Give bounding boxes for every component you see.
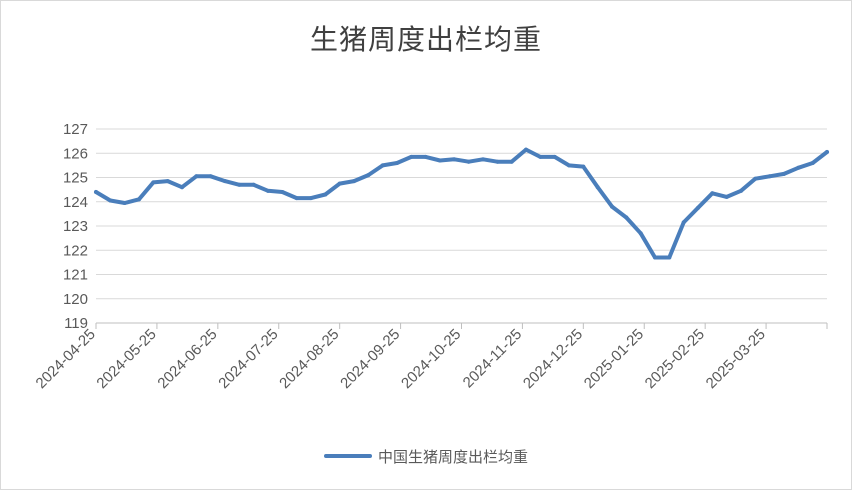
- data-point: [653, 255, 657, 260]
- y-tick-label: 120: [63, 291, 88, 308]
- data-point: [452, 157, 457, 162]
- data-point: [753, 176, 758, 181]
- data-point: [538, 154, 543, 159]
- data-point: [710, 191, 715, 196]
- series-layer: [94, 147, 829, 260]
- data-point: [552, 154, 557, 159]
- data-point: [309, 196, 313, 201]
- data-point: [323, 192, 328, 197]
- data-point: [366, 173, 371, 178]
- data-point: [137, 197, 141, 202]
- data-point: [194, 174, 199, 179]
- data-point: [151, 180, 156, 185]
- data-point: [739, 188, 743, 193]
- data-point: [352, 179, 356, 184]
- data-point: [825, 150, 829, 155]
- data-point: [380, 163, 385, 168]
- data-point: [409, 154, 414, 159]
- y-tick-label: 122: [63, 242, 88, 259]
- x-tick-label: 2024-07-25: [215, 326, 281, 392]
- data-point: [782, 171, 786, 176]
- legend-swatch: [323, 454, 372, 458]
- data-point: [581, 164, 586, 169]
- data-point: [266, 188, 270, 193]
- x-tick-label: 2024-08-25: [276, 326, 342, 392]
- x-tick-label: 2024-06-25: [154, 326, 220, 392]
- data-point: [108, 198, 113, 203]
- y-tick-label: 127: [63, 121, 88, 138]
- data-point: [524, 147, 528, 152]
- data-point: [796, 165, 801, 170]
- data-point: [481, 157, 485, 162]
- x-tick-label: 2024-09-25: [337, 326, 403, 392]
- data-point: [767, 174, 772, 179]
- data-point: [208, 174, 213, 179]
- series-line: [94, 147, 829, 260]
- y-tick-label: 119: [64, 315, 88, 332]
- data-point: [567, 163, 571, 168]
- data-point: [495, 159, 500, 164]
- data-point: [294, 196, 299, 201]
- data-point: [395, 160, 399, 165]
- x-tick-label: 2025-01-25: [581, 326, 647, 392]
- data-point: [466, 159, 471, 164]
- data-point: [638, 231, 643, 236]
- data-point: [724, 194, 729, 199]
- data-point: [94, 190, 98, 195]
- data-point: [223, 179, 227, 184]
- data-point: [337, 181, 342, 186]
- data-point: [251, 182, 256, 187]
- data-point: [681, 220, 686, 225]
- data-point: [438, 158, 442, 163]
- x-tick-label: 2024-04-25: [33, 326, 99, 392]
- data-point: [280, 190, 285, 195]
- y-tick-label: 126: [63, 145, 88, 162]
- y-axis: 127 126 125 124 123 122 121 120 119: [63, 121, 88, 332]
- data-point: [237, 182, 242, 187]
- y-tick-label: 125: [63, 170, 88, 187]
- x-tick-label: 2024-05-25: [93, 326, 159, 392]
- data-point: [509, 159, 514, 164]
- data-point: [423, 154, 428, 159]
- x-axis: 2024-04-252024-05-252024-06-252024-07-25…: [33, 322, 828, 392]
- x-tick-label: 2024-10-25: [398, 326, 464, 392]
- legend-label: 中国生猪周度出栏均重: [377, 447, 528, 466]
- gridlines: [96, 128, 827, 300]
- data-point: [610, 204, 614, 209]
- data-point: [667, 255, 672, 260]
- y-tick-label: 124: [63, 194, 88, 211]
- x-tick-label: 2025-02-25: [642, 326, 708, 392]
- data-point: [165, 179, 170, 184]
- data-point: [696, 205, 700, 210]
- x-tick-label: 2025-03-25: [703, 326, 769, 392]
- y-tick-label: 121: [63, 267, 88, 284]
- data-point: [595, 185, 600, 190]
- data-point: [810, 160, 815, 165]
- legend: 中国生猪周度出栏均重: [0, 445, 852, 467]
- chart-title: 生猪周度出栏均重: [309, 23, 542, 56]
- data-point: [180, 185, 184, 190]
- x-tick-label: 2024-12-25: [520, 326, 586, 392]
- y-tick-label: 123: [63, 218, 88, 235]
- data-point: [122, 200, 127, 205]
- x-tick-label: 2024-11-25: [460, 326, 525, 391]
- data-point: [624, 215, 629, 220]
